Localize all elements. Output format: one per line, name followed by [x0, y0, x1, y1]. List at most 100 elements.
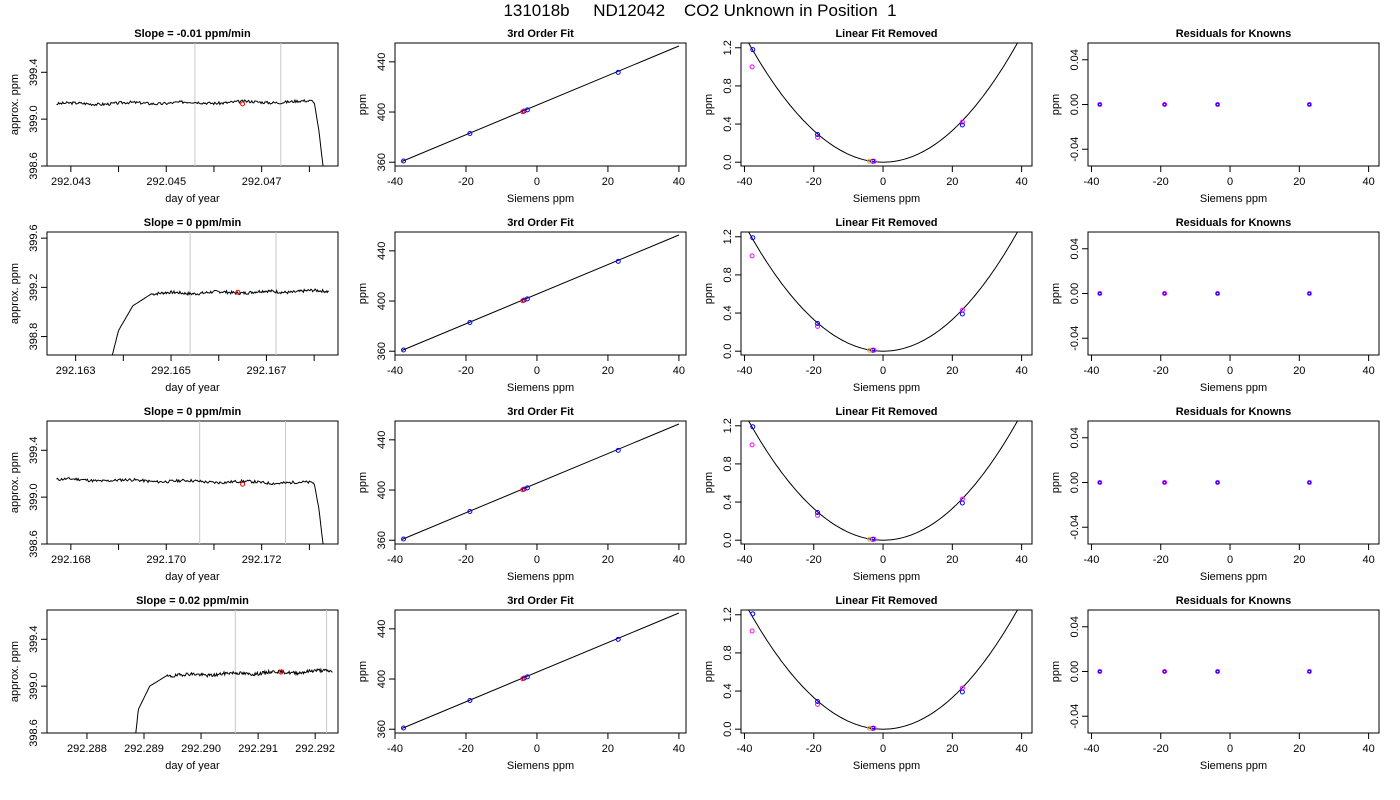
- y-axis-label: ppm: [703, 661, 715, 682]
- x-tick-label: 40: [1362, 743, 1374, 755]
- y-tick-label: 0.00: [1069, 94, 1081, 115]
- plot-frame: [1087, 42, 1380, 167]
- y-tick-label: 0.00: [1069, 661, 1081, 682]
- y-axis-label: ppm: [703, 283, 715, 304]
- chart-title: Linear Fit Removed: [835, 406, 937, 418]
- x-tick-label: 292.163: [56, 365, 96, 377]
- x-tick-label: -20: [806, 176, 822, 188]
- x-axis-label: Siemens ppm: [853, 382, 920, 394]
- magenta-point: [815, 512, 821, 518]
- x-tick-label: 292.172: [242, 554, 282, 566]
- x-tick-label: -40: [1084, 365, 1100, 377]
- x-tick-label: 0: [1227, 365, 1233, 377]
- unknown-point: [520, 487, 526, 493]
- x-tick-label: 292.043: [51, 176, 91, 188]
- unknown-point: [867, 725, 873, 731]
- known-point: [615, 69, 621, 75]
- unknown-point: [867, 536, 873, 542]
- x-axis-label: Siemens ppm: [853, 193, 920, 205]
- plot-area: [111, 232, 329, 355]
- residual-point: [1215, 291, 1220, 296]
- residual-point: [1162, 291, 1167, 296]
- x-tick-label: -20: [806, 743, 822, 755]
- known-point: [524, 296, 530, 302]
- y-tick-label: 0.4: [722, 683, 734, 698]
- known-point: [524, 674, 530, 680]
- y-axis-label: ppm: [357, 283, 369, 304]
- known-point: [467, 130, 473, 136]
- x-tick-label: 20: [1293, 176, 1305, 188]
- x-tick-label: 40: [673, 365, 685, 377]
- plot-frame: [394, 420, 687, 545]
- x-tick-label: 0: [534, 365, 540, 377]
- x-tick-label: -20: [458, 176, 474, 188]
- y-tick-label: 0.8: [722, 645, 734, 660]
- magenta-point: [815, 323, 821, 329]
- plot-frame: [740, 231, 1033, 356]
- x-tick-label: 40: [1362, 365, 1374, 377]
- x-tick-label: -40: [737, 743, 753, 755]
- panel-4-2: 3rd Order Fit -40 -20 0 20 40 Siemens ppm 360 40…: [357, 595, 687, 772]
- magenta-point: [749, 64, 755, 70]
- y-tick-label: -0.04: [1069, 515, 1081, 540]
- x-tick-label: 20: [946, 176, 958, 188]
- y-tick-label: 400: [376, 670, 388, 688]
- plot-area: [1097, 102, 1312, 107]
- residual-point: [1162, 102, 1167, 107]
- chart-title: 3rd Order Fit: [507, 406, 574, 418]
- x-tick-label: 292.292: [295, 743, 335, 755]
- x-tick-label: -20: [458, 554, 474, 566]
- y-tick-label: 400: [376, 292, 388, 310]
- y-tick-label: 0.8: [722, 456, 734, 471]
- unknown-point: [520, 298, 526, 304]
- x-tick-label: 20: [946, 743, 958, 755]
- y-tick-label: 0.04: [1069, 49, 1081, 70]
- y-tick-label: 399.2: [28, 274, 40, 302]
- x-axis-label: Siemens ppm: [1200, 571, 1267, 583]
- residual-point: [1307, 291, 1312, 296]
- plot-frame: [394, 42, 687, 167]
- plot-frame: [1087, 420, 1380, 545]
- x-tick-label: 0: [534, 554, 540, 566]
- known-point: [615, 636, 621, 642]
- x-tick-label: -20: [806, 365, 822, 377]
- known-point: [401, 725, 407, 731]
- residual-point: [1097, 669, 1102, 674]
- residual-point-outer: [1097, 669, 1103, 674]
- average-marker: [278, 669, 284, 675]
- y-tick-label: 399.6: [28, 224, 40, 252]
- y-tick-label: -0.04: [1069, 137, 1081, 162]
- residual-point: [1307, 480, 1312, 485]
- x-tick-label: 292.289: [124, 743, 164, 755]
- y-tick-label: 0.8: [722, 78, 734, 93]
- x-tick-label: -20: [1153, 743, 1169, 755]
- ppm-trace: [111, 288, 329, 355]
- fit-line: [401, 423, 680, 540]
- x-tick-label: 292.045: [146, 176, 186, 188]
- plot-area: [1097, 480, 1312, 485]
- known-point: [750, 47, 756, 53]
- y-tick-label: 0.04: [1069, 616, 1081, 637]
- residual-point-outer: [1306, 480, 1312, 485]
- y-tick-label: 440: [376, 620, 388, 638]
- x-tick-label: -40: [737, 365, 753, 377]
- known-point: [401, 347, 407, 353]
- y-tick-label: 398.6: [28, 152, 40, 180]
- y-axis-label: ppm: [1050, 472, 1062, 493]
- x-tick-label: 292.168: [51, 554, 91, 566]
- plot-area: [56, 421, 324, 544]
- x-tick-label: 20: [1293, 365, 1305, 377]
- y-tick-label: 360: [376, 720, 388, 738]
- x-axis-label: Siemens ppm: [1200, 760, 1267, 772]
- plot-area: [401, 45, 680, 164]
- x-tick-label: -20: [458, 743, 474, 755]
- x-axis-label: day of year: [165, 571, 220, 583]
- plot-area: [401, 612, 680, 731]
- chart-title: Slope = 0 ppm/min: [144, 406, 242, 418]
- chart-title: 3rd Order Fit: [507, 217, 574, 229]
- x-tick-label: 20: [1293, 554, 1305, 566]
- panel-2-2: 3rd Order Fit -40 -20 0 20 40 Siemens ppm 360 40…: [357, 217, 687, 394]
- plot-area: [748, 43, 1019, 164]
- chart-title: Residuals for Knowns: [1176, 406, 1292, 418]
